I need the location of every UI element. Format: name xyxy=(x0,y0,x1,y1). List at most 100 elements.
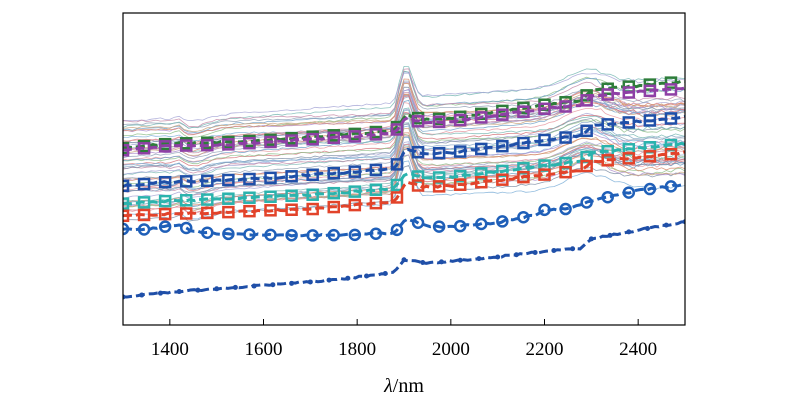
series-marker xyxy=(664,112,678,125)
series-marker xyxy=(123,222,130,236)
series-marker xyxy=(369,196,383,210)
series-marker xyxy=(348,198,362,212)
series-marker xyxy=(601,88,614,101)
series-marker xyxy=(243,172,256,186)
series-marker xyxy=(201,226,214,239)
series-marker xyxy=(643,150,657,163)
series-marker xyxy=(285,228,298,242)
series-marker xyxy=(643,114,657,127)
series-marker xyxy=(137,142,151,155)
series-marker xyxy=(663,222,669,228)
series-marker xyxy=(382,271,388,277)
series-marker xyxy=(496,108,509,121)
series-marker xyxy=(601,154,614,167)
series-marker xyxy=(137,196,151,209)
series-marker xyxy=(559,131,572,144)
series-marker xyxy=(285,134,298,147)
series-marker xyxy=(495,254,501,260)
series-marker xyxy=(222,173,235,187)
series-marker xyxy=(588,236,594,242)
x-tick-label: 1800 xyxy=(338,339,376,360)
series-marker xyxy=(158,194,172,208)
series-marker xyxy=(201,138,214,152)
series-marker xyxy=(390,123,404,136)
series-marker xyxy=(580,94,593,107)
series-marker xyxy=(123,144,130,157)
series-marker xyxy=(137,223,151,236)
series-marker xyxy=(432,115,446,129)
background-spectrum-line xyxy=(123,145,685,204)
highlighted-series-group xyxy=(123,76,685,300)
series-marker xyxy=(532,249,538,255)
series-marker xyxy=(607,232,613,238)
series-marker xyxy=(570,246,576,252)
series-marker xyxy=(307,279,313,285)
series-marker xyxy=(513,252,519,258)
series-marker xyxy=(243,136,256,150)
series-marker xyxy=(285,170,298,183)
series-marker xyxy=(243,191,256,204)
series-marker xyxy=(222,192,235,205)
series-marker xyxy=(157,290,163,296)
series-marker xyxy=(517,136,530,150)
background-spectrum-line xyxy=(123,71,685,134)
series-marker xyxy=(432,146,446,160)
series-marker xyxy=(643,182,657,196)
series-marker xyxy=(475,175,488,189)
series-marker xyxy=(327,186,340,200)
series-marker xyxy=(285,203,298,216)
background-spectrum-line xyxy=(123,132,685,183)
series-marker xyxy=(580,196,593,209)
series-marker xyxy=(369,227,383,240)
series-marker xyxy=(517,210,530,224)
series-marker xyxy=(137,208,151,222)
series-marker xyxy=(622,152,636,165)
series-marker xyxy=(432,220,446,233)
series-marker xyxy=(390,223,404,237)
series-marker xyxy=(538,102,551,116)
x-tick-label: 1600 xyxy=(245,339,283,360)
background-spectrum-line xyxy=(123,111,685,167)
series-marker xyxy=(264,190,277,204)
series-marker xyxy=(411,115,425,128)
series-marker xyxy=(327,131,340,145)
series-marker xyxy=(475,167,488,180)
series-marker xyxy=(390,191,404,204)
series-marker xyxy=(201,206,214,220)
series-marker xyxy=(538,133,551,147)
series-line xyxy=(123,150,685,218)
background-spectrum-line xyxy=(123,72,685,122)
series-marker xyxy=(158,140,172,153)
series-marker xyxy=(453,219,467,233)
series-marker xyxy=(496,173,509,186)
series-marker xyxy=(179,194,193,207)
series-marker xyxy=(348,165,362,178)
background-spectrum-line xyxy=(123,141,685,199)
series-marker xyxy=(251,283,257,289)
series-marker xyxy=(195,287,201,293)
series-blue-circle xyxy=(123,180,685,242)
series-marker xyxy=(137,177,151,191)
series-marker xyxy=(517,105,530,118)
series-marker xyxy=(348,130,362,143)
series-line xyxy=(123,115,685,188)
series-marker xyxy=(264,204,277,217)
series-marker xyxy=(306,229,319,242)
series-marker xyxy=(390,158,404,171)
x-axis-ticks: 1400 1600 1800 2000 2200 2400 xyxy=(151,319,657,360)
series-marker xyxy=(457,257,463,263)
plot-frame xyxy=(122,12,686,326)
series-marker xyxy=(622,116,636,129)
series-marker xyxy=(580,124,593,138)
series-marker xyxy=(453,169,467,183)
series-marker xyxy=(411,179,425,192)
series-marker xyxy=(158,207,172,221)
series-marker xyxy=(179,207,193,220)
series-marker xyxy=(264,171,277,185)
series-marker xyxy=(201,174,214,188)
series-marker xyxy=(369,163,383,177)
series-marker xyxy=(476,256,482,262)
x-tick-label: 2200 xyxy=(526,339,564,360)
series-marker xyxy=(348,185,362,198)
series-marker xyxy=(517,170,530,184)
